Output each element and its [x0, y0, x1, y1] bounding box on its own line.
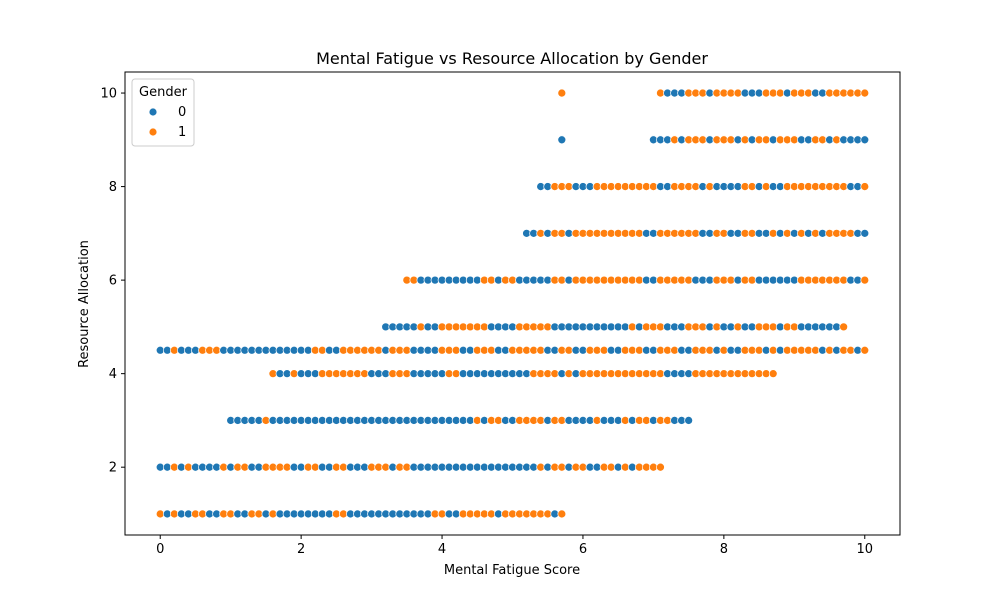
- scatter-point: [860, 345, 870, 355]
- legend-label-0: 0: [178, 105, 186, 120]
- y-tick-label: 4: [109, 367, 117, 382]
- scatter-point: [557, 135, 567, 145]
- x-tick-label: 8: [720, 542, 728, 557]
- scatter-point: [860, 275, 870, 285]
- legend-label-1: 1: [178, 125, 186, 140]
- x-tick-label: 2: [297, 542, 305, 557]
- x-tick-label: 0: [156, 542, 164, 557]
- x-tick-label: 10: [856, 542, 873, 557]
- legend-marker-1: [148, 127, 158, 137]
- scatter-point: [768, 369, 778, 378]
- plot-frame: [124, 71, 901, 536]
- x-axis-ticks: 0 2 4 6 8 10: [156, 535, 873, 557]
- x-axis-label: Mental Fatigue Score: [444, 563, 580, 578]
- scatter-point: [557, 509, 567, 519]
- legend-box: [131, 78, 195, 147]
- y-tick-label: 8: [109, 180, 117, 195]
- chart-title: Mental Fatigue vs Resource Allocation by…: [316, 49, 708, 68]
- legend-title: Gender: [139, 85, 188, 100]
- scatter-point: [860, 229, 870, 238]
- legend-marker-0: [148, 107, 158, 117]
- scatter-point: [656, 462, 665, 472]
- scatter-point: [557, 88, 567, 98]
- x-tick-label: 6: [579, 542, 587, 557]
- y-tick-label: 2: [109, 461, 117, 476]
- y-tick-label: 6: [109, 274, 117, 289]
- scatter-point: [860, 88, 870, 98]
- scatter-point: [860, 182, 870, 191]
- y-axis-ticks: 2 4 6 8 10: [100, 87, 125, 476]
- points-layer: [155, 88, 870, 519]
- scatter-point: [839, 322, 848, 332]
- scatter-point: [684, 416, 693, 425]
- scatter-point: [860, 135, 870, 145]
- y-axis-label: Resource Allocation: [77, 240, 92, 368]
- x-tick-label: 4: [438, 542, 446, 557]
- y-tick-label: 10: [100, 87, 117, 102]
- legend: Gender 0 1: [131, 78, 195, 147]
